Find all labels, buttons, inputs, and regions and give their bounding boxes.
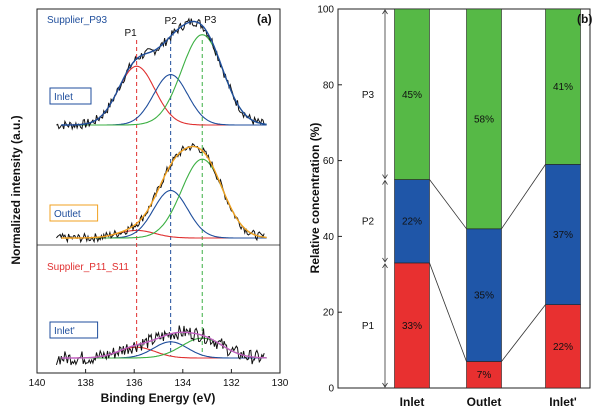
peak-labels: P1 P2 P3 <box>125 15 217 39</box>
supplier-label-p93: Supplier_P93 <box>47 15 107 26</box>
panel-b-y-axis-label: Relative concentration (%) <box>308 123 322 274</box>
y-tick-label: 100 <box>317 5 334 16</box>
range-arrow-bottom <box>382 257 388 263</box>
bar-connectors <box>429 164 546 362</box>
spectrum-label-box <box>49 204 99 222</box>
spectra-group: Inlet Outlet Inlet' <box>49 17 267 366</box>
panel-b-tag: (b) <box>577 12 592 26</box>
raw-data-outlet <box>56 143 265 244</box>
component-outlet-p3 <box>61 158 267 239</box>
range-arrow-top <box>382 9 388 15</box>
panel-a-x-axis-label: Binding Energy (eV) <box>101 391 216 405</box>
x-tick-label: 132 <box>223 378 240 389</box>
bar-inletp-p3 <box>545 8 581 165</box>
panel-b-frame <box>337 8 591 389</box>
series-range-markers: P1 P2 P3 <box>362 9 388 388</box>
peak-label-p3: P3 <box>204 15 217 26</box>
range-arrow-top <box>382 263 388 269</box>
raw-data-inlet <box>56 17 265 131</box>
spectrum-label-box <box>49 87 92 105</box>
spectrum-label-inlet: Inlet <box>49 87 92 105</box>
range-arrow-top <box>382 179 388 185</box>
bar-value-label-p2: 37% <box>553 230 573 241</box>
spectrum-label-inletp: Inlet' <box>49 321 99 339</box>
spectrum-label-box <box>49 321 99 339</box>
range-arrow-bottom <box>382 382 388 388</box>
bar-value-label-p3: 58% <box>474 114 494 125</box>
bar-outlet-p3 <box>466 8 502 230</box>
x-tick-label: 140 <box>29 378 46 389</box>
component-inlet-p3 <box>61 34 267 126</box>
spectrum-label-text: Outlet <box>54 209 81 220</box>
x-tick-label: 134 <box>174 378 191 389</box>
bar-value-label-p1: 7% <box>477 370 492 381</box>
panel-a-frame <box>36 8 281 374</box>
category-label: Inlet' <box>549 395 577 409</box>
series-label-p1: P1 <box>362 321 375 332</box>
envelope-outlet <box>61 145 267 239</box>
y-tick-label: 80 <box>323 80 335 91</box>
x-tick-label: 130 <box>272 378 289 389</box>
spectrum-label-text: Inlet' <box>54 326 75 337</box>
envelope-inlet <box>61 20 267 126</box>
range-arrow-bottom <box>382 174 388 180</box>
bar-value-label-p1: 33% <box>402 321 422 332</box>
bar-value-label-p2: 22% <box>402 217 422 228</box>
bar-inlet-p1 <box>394 262 430 389</box>
bar-value-label-p3: 41% <box>553 82 573 93</box>
peak-guide-lines <box>136 40 203 356</box>
bar-inletp-p1 <box>545 304 581 389</box>
series-label-p2: P2 <box>362 217 375 228</box>
component-inlet-p1 <box>61 65 267 126</box>
spectrum-label-outlet: Outlet <box>49 204 99 222</box>
connector-line <box>501 164 546 230</box>
category-label: Outlet <box>467 395 502 409</box>
spectrum-label-text: Inlet <box>54 92 73 103</box>
bar-value-label-p3: 45% <box>402 90 422 101</box>
connector-line <box>429 179 467 230</box>
panel-b-category-labels: Inlet Outlet Inlet' <box>400 395 577 409</box>
stacked-bars: 33% 22% 45% 7% 35% 58% 22% 37% 41% <box>394 8 581 389</box>
envelope-inletp <box>61 331 267 359</box>
panel-a-tag: (a) <box>257 12 272 26</box>
x-tick-label: 138 <box>77 378 94 389</box>
y-tick-label: 60 <box>323 156 335 167</box>
y-tick-label: 0 <box>328 384 334 395</box>
panel-a-x-ticks: 140 138 136 134 132 130 <box>29 369 289 389</box>
bar-value-label-p1: 22% <box>553 342 573 353</box>
connector-line <box>429 262 467 362</box>
peak-label-p2: P2 <box>165 16 178 27</box>
bar-inletp-p2 <box>545 164 581 305</box>
connector-line <box>501 304 546 362</box>
component-outlet-p1 <box>61 229 267 239</box>
raw-data-inletp <box>55 325 265 366</box>
category-label: Inlet <box>400 395 425 409</box>
supplier-label-p11: Supplier_P11_S11 <box>47 262 129 273</box>
x-tick-label: 136 <box>126 378 143 389</box>
y-tick-label: 40 <box>323 232 335 243</box>
peak-label-p1: P1 <box>125 28 138 39</box>
panel-a-y-axis-label: Normalized intensity (a.u.) <box>9 115 23 264</box>
component-inletp-p2 <box>61 341 267 359</box>
series-label-p3: P3 <box>362 90 375 101</box>
component-outlet-p2 <box>61 189 267 239</box>
bar-inlet-p2 <box>394 179 430 264</box>
bar-outlet-p1 <box>466 361 502 389</box>
bar-inlet-p3 <box>394 8 430 180</box>
bar-value-label-p2: 35% <box>474 291 494 302</box>
panel-b-y-ticks: 0 20 40 60 80 100 <box>317 5 342 395</box>
y-tick-label: 20 <box>323 308 335 319</box>
